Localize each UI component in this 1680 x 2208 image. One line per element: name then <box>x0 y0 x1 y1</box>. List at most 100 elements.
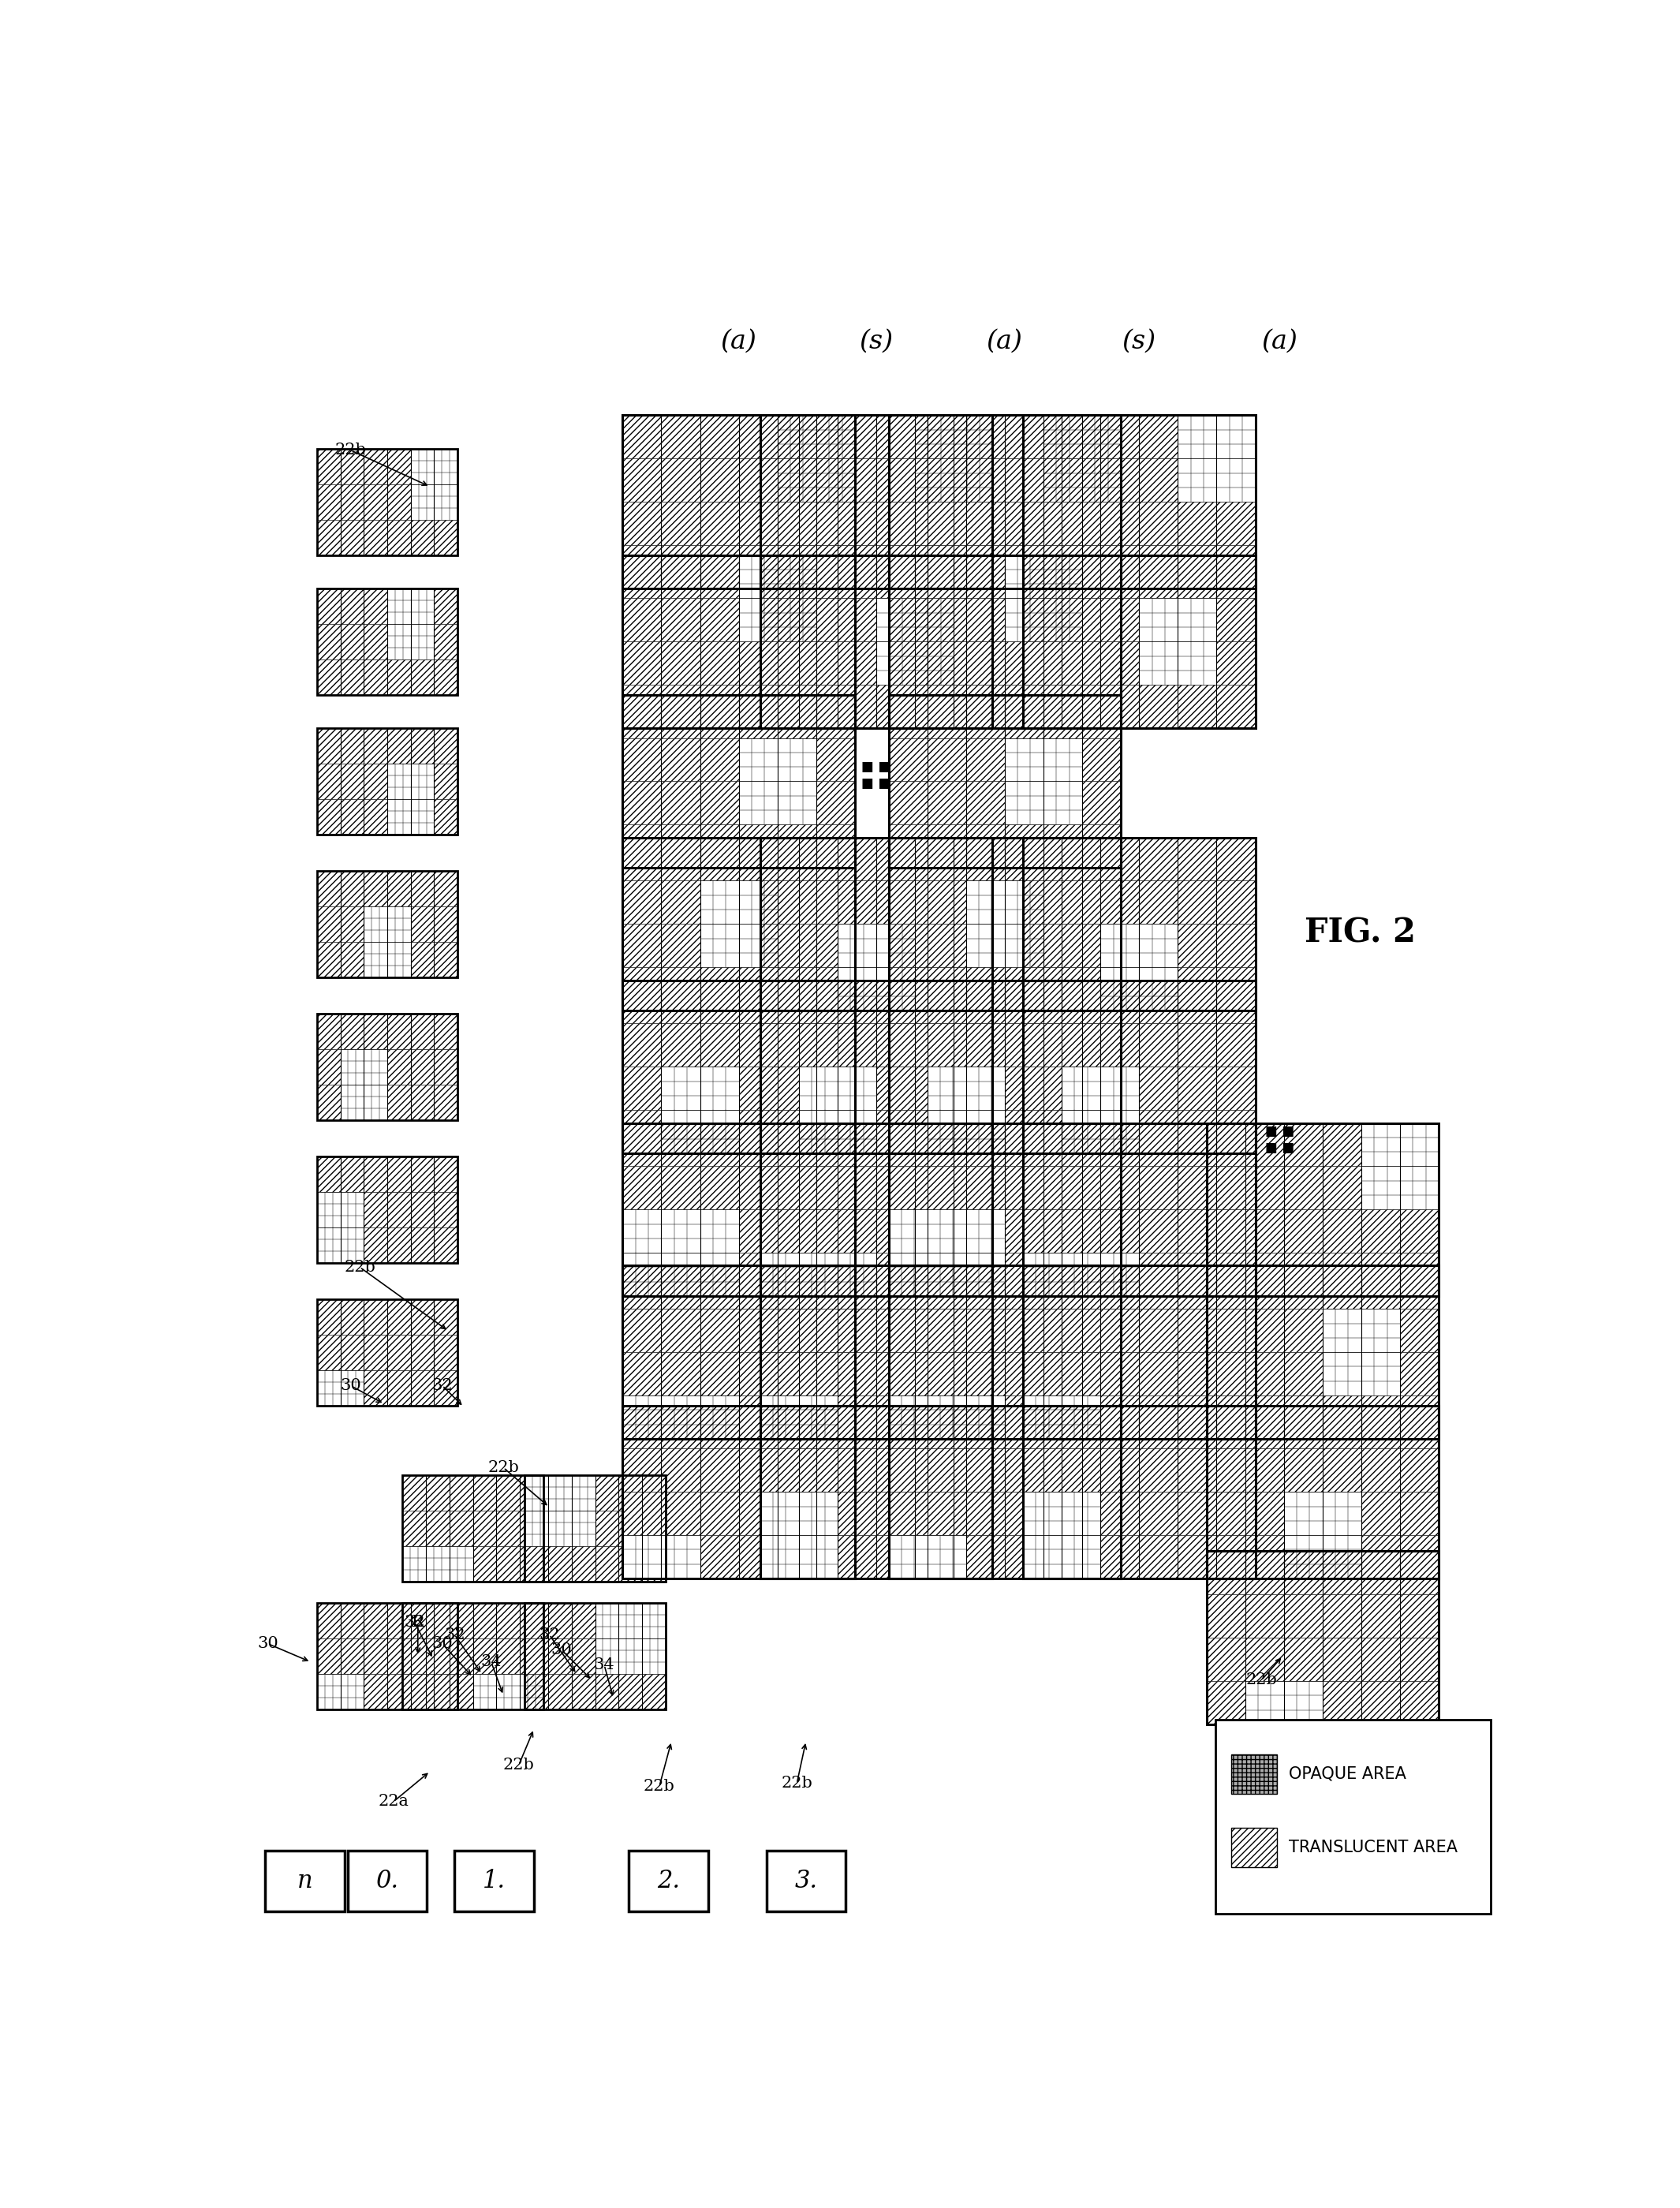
Bar <box>496 1603 519 1638</box>
Bar <box>877 1066 916 1111</box>
Bar <box>433 799 457 835</box>
Bar <box>1043 1252 1082 1296</box>
Bar <box>1005 598 1043 643</box>
Bar <box>778 782 816 824</box>
Bar <box>701 696 739 737</box>
Bar <box>1399 1535 1438 1579</box>
Bar <box>966 1166 1005 1210</box>
Bar <box>388 764 410 799</box>
Bar <box>318 448 341 484</box>
Bar <box>1361 1351 1399 1395</box>
Bar <box>388 943 410 978</box>
Bar <box>1139 1124 1178 1166</box>
Bar <box>916 554 954 598</box>
Bar <box>623 737 662 782</box>
Bar <box>916 545 954 587</box>
Bar <box>889 737 927 782</box>
Bar <box>1178 554 1216 598</box>
Bar <box>341 1084 365 1119</box>
Bar <box>1005 643 1043 684</box>
Bar <box>1062 415 1100 459</box>
Bar <box>1082 1210 1121 1252</box>
Bar <box>388 625 410 660</box>
Bar <box>662 1210 701 1252</box>
Bar <box>1322 1309 1361 1351</box>
Bar <box>1023 1210 1062 1252</box>
Bar <box>1284 1210 1322 1252</box>
Bar <box>433 1049 457 1084</box>
Bar <box>927 1493 966 1535</box>
Bar <box>618 1603 642 1638</box>
Bar <box>889 415 1121 587</box>
Bar <box>916 643 954 684</box>
Bar <box>889 923 927 967</box>
Bar <box>1178 837 1216 881</box>
Bar <box>341 448 365 484</box>
Bar <box>800 1395 838 1440</box>
Bar <box>365 1192 388 1228</box>
Bar <box>759 554 800 598</box>
Bar <box>1100 1404 1139 1448</box>
Bar <box>1206 1680 1245 1724</box>
Bar <box>1062 545 1100 587</box>
Bar <box>1082 824 1121 868</box>
Bar <box>838 881 877 923</box>
Bar <box>816 501 855 545</box>
Bar <box>365 1369 388 1404</box>
Text: (a): (a) <box>986 329 1023 353</box>
Bar <box>1043 881 1082 923</box>
Bar <box>759 1395 800 1440</box>
Bar <box>778 1124 816 1166</box>
Bar <box>623 696 855 868</box>
Bar <box>816 415 855 459</box>
Bar <box>816 923 855 967</box>
Bar <box>1005 837 1043 881</box>
Bar <box>318 1638 341 1674</box>
Bar <box>318 1049 341 1084</box>
Bar <box>1023 1395 1062 1440</box>
Bar <box>1206 1124 1245 1166</box>
Bar <box>1023 1404 1062 1448</box>
Bar <box>739 1404 778 1448</box>
Bar <box>927 881 966 923</box>
Bar <box>1043 643 1082 684</box>
Bar <box>889 1210 927 1252</box>
Bar <box>1100 554 1139 598</box>
Bar <box>759 415 800 459</box>
Bar <box>916 967 954 1011</box>
Bar <box>877 1395 916 1440</box>
Bar <box>800 1025 838 1066</box>
Bar <box>889 881 927 923</box>
Bar <box>1399 1638 1438 1680</box>
Bar <box>759 837 993 1011</box>
Bar <box>927 737 966 782</box>
Bar <box>778 1351 816 1395</box>
Bar <box>1043 837 1082 881</box>
Bar <box>433 1084 457 1119</box>
Bar <box>739 837 778 881</box>
Bar <box>1178 967 1216 1011</box>
Text: 32: 32 <box>539 1627 559 1643</box>
Bar <box>410 519 433 554</box>
Bar <box>927 1265 966 1309</box>
Bar <box>1216 1404 1255 1448</box>
Text: 30: 30 <box>432 1636 454 1652</box>
Bar <box>954 1210 993 1252</box>
Bar <box>759 1265 800 1309</box>
Bar <box>759 980 993 1153</box>
Bar <box>701 415 739 459</box>
Bar <box>403 1638 427 1674</box>
Bar <box>341 1603 365 1638</box>
Bar <box>889 837 927 881</box>
Bar <box>877 415 916 459</box>
Bar <box>1005 415 1043 459</box>
Bar <box>433 660 457 696</box>
Bar <box>877 684 916 729</box>
Bar <box>739 545 778 587</box>
Bar <box>433 729 457 764</box>
Bar <box>701 501 739 545</box>
Bar <box>1082 501 1121 545</box>
Bar <box>662 967 701 1011</box>
Bar <box>889 1025 927 1066</box>
Bar <box>800 1124 838 1166</box>
